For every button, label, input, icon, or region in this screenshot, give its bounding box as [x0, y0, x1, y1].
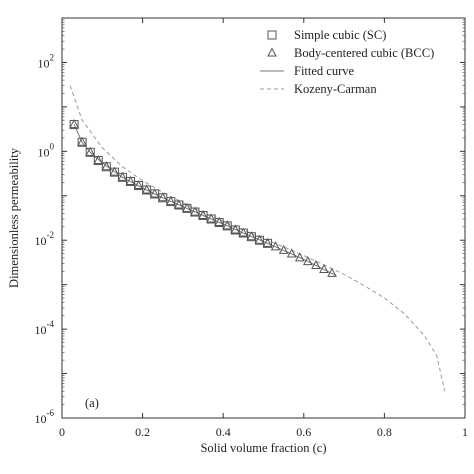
- bcc-data-point: [206, 213, 216, 223]
- bcc-data-point: [149, 188, 160, 198]
- bcc-data-point: [246, 231, 257, 241]
- y-tick-label: 10-6: [35, 408, 55, 426]
- bcc-data-point: [278, 244, 289, 254]
- bcc-data-point: [117, 171, 128, 181]
- bcc-data-point: [230, 224, 241, 234]
- legend: Simple cubic (SC) Body-centered cubic (BC…: [260, 28, 434, 96]
- x-axis-title: Solid volume fraction (c): [200, 441, 326, 455]
- bcc-data-point: [198, 209, 208, 219]
- bcc-data-point: [311, 259, 321, 269]
- y-tick-label-base: 10: [38, 145, 50, 159]
- bcc-data-point: [77, 136, 87, 146]
- y-tick-label-exponent: 2: [50, 52, 55, 62]
- y-tick-label: 100: [38, 141, 55, 159]
- x-tick-label: 0: [59, 425, 65, 439]
- bcc-data-point: [214, 216, 225, 227]
- y-tick-label: 102: [38, 52, 55, 70]
- bcc-data-point: [93, 154, 104, 165]
- bcc-data-point: [165, 196, 176, 206]
- bcc-data-point: [133, 179, 144, 190]
- y-tick-label-base: 10: [35, 412, 47, 426]
- plot-area: [61, 17, 466, 419]
- bcc-data-point: [141, 184, 152, 194]
- y-tick-label-base: 10: [38, 56, 50, 70]
- bcc-data-point: [109, 166, 120, 176]
- legend-label: Kozeny-Carman: [294, 82, 377, 96]
- bcc-data-point: [125, 175, 136, 185]
- legend-label: Simple cubic (SC): [294, 28, 386, 42]
- bcc-data-point: [286, 248, 297, 258]
- legend-label: Body-centered cubic (BCC): [294, 46, 434, 60]
- bcc-data-point: [270, 241, 281, 251]
- x-tick-label: 0.4: [216, 425, 231, 439]
- ticks-layer: [61, 17, 466, 419]
- bcc-data-point: [190, 206, 200, 216]
- kozeny-carman-curve: [69, 85, 446, 392]
- bcc-data-point: [69, 119, 79, 129]
- y-tick-label-base: 10: [35, 323, 47, 337]
- legend-label: Fitted curve: [294, 64, 355, 78]
- bcc-data-point: [302, 256, 313, 266]
- bcc-data-point: [101, 161, 112, 171]
- panel-label: (a): [85, 396, 99, 410]
- bcc-data-point: [157, 192, 168, 202]
- y-tick-label: 10-4: [35, 319, 55, 337]
- legend-bcc-marker: [267, 47, 277, 57]
- axes-frame: [61, 17, 466, 419]
- bcc-data-point: [254, 234, 265, 244]
- bcc-data-point: [262, 237, 273, 247]
- bcc-data-point: [222, 220, 233, 230]
- series-layer: [69, 85, 446, 392]
- y-tick-label: 10-2: [35, 230, 55, 248]
- bcc-data-point: [238, 227, 249, 237]
- bcc-data-point: [327, 267, 337, 277]
- y-axis-title: Dimensionless permeability: [7, 147, 21, 288]
- y-tick-label-exponent: 0: [50, 141, 55, 151]
- bcc-data-point: [319, 263, 329, 273]
- bcc-data-point: [85, 146, 96, 156]
- y-tick-label-exponent: -6: [47, 408, 55, 418]
- bcc-data-point: [174, 199, 184, 209]
- x-tick-label: 0.6: [296, 425, 311, 439]
- x-tick-label: 0.2: [135, 425, 150, 439]
- bcc-data-point: [182, 202, 192, 212]
- legend-sc-marker: [267, 30, 277, 40]
- bcc-data-point: [294, 252, 305, 262]
- x-tick-label: 1: [462, 425, 468, 439]
- y-tick-label-exponent: -2: [47, 230, 55, 240]
- x-tick-label: 0.8: [377, 425, 392, 439]
- y-tick-label-base: 10: [35, 234, 47, 248]
- y-tick-label-exponent: -4: [47, 319, 55, 329]
